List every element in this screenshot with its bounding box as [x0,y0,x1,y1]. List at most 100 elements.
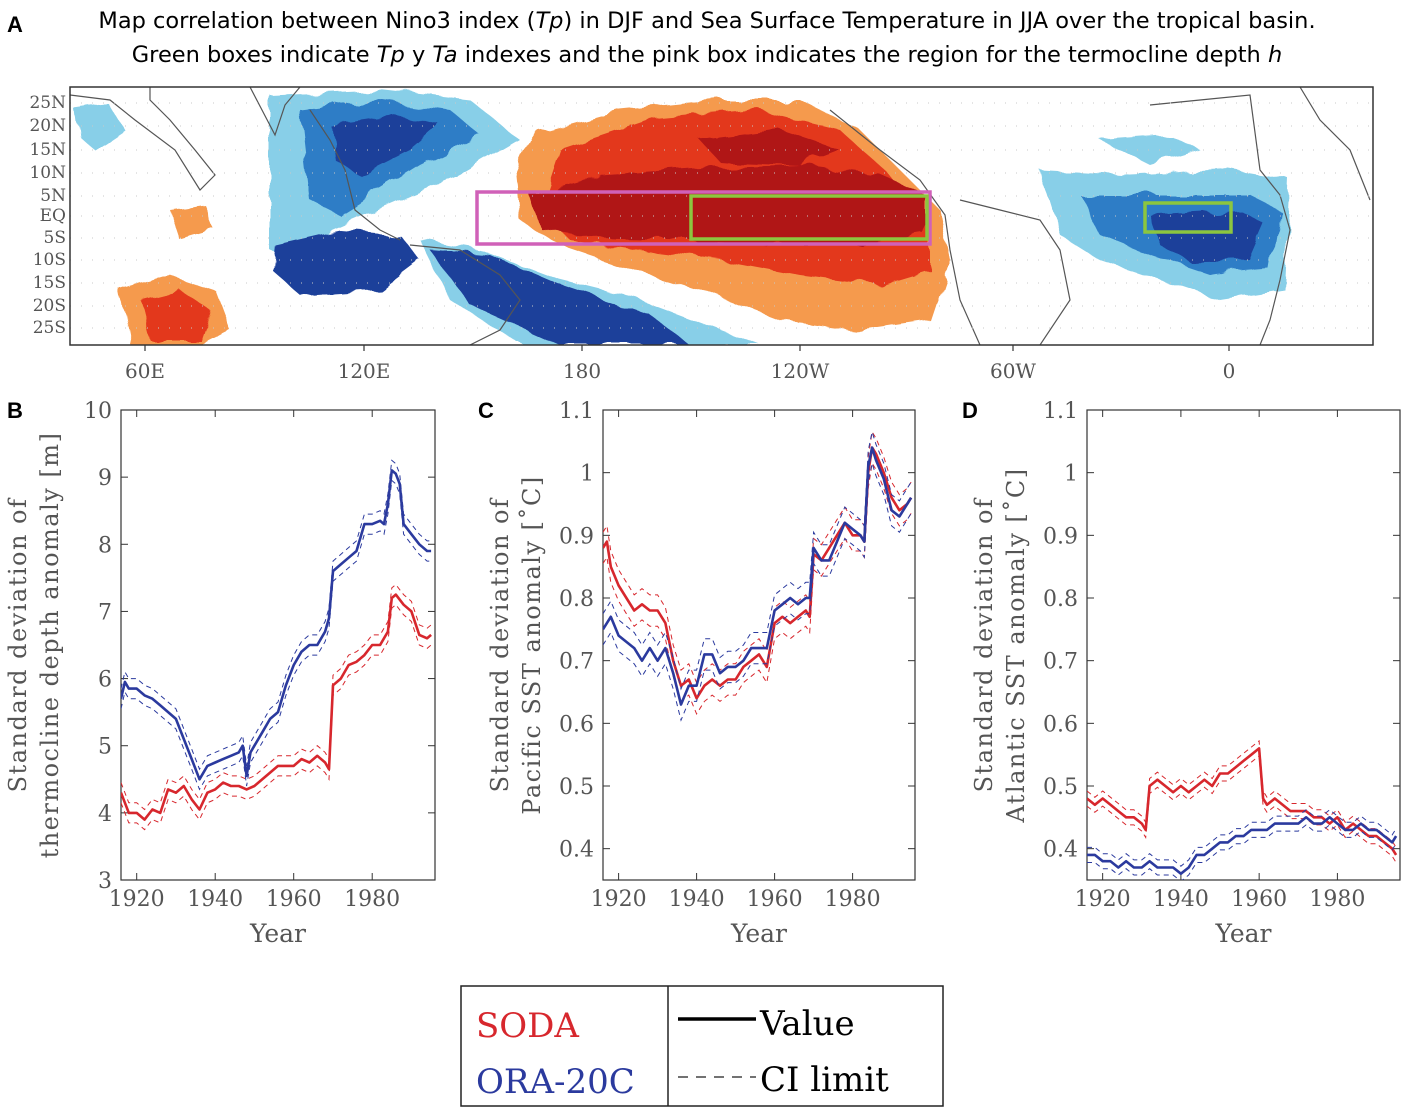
lat-label: 5S [44,228,66,248]
series-group [603,430,913,722]
longitude-labels: 60E 120E 180 120W 60W 0 [125,359,1235,383]
y-axis-label-line-2: Atlantic SST anomaly [˚C] [1002,467,1030,823]
lon-label: 60W [990,359,1036,383]
panel-letter-c: C [478,398,494,423]
y-tick-label: 0.9 [559,524,594,549]
outline-africa-east [70,87,216,191]
lat-label: 25S [33,318,66,338]
y-tick-label: 0.8 [1043,587,1078,612]
y-axis-label-line-2: Pacific SST anomaly [˚C] [518,475,546,814]
x-tick-label: 1960 [1231,887,1287,912]
ci-lower-soda [121,603,432,831]
map-region-orange-3 [170,205,215,240]
pink-thermocline-box [475,190,932,246]
map-title-line-2: Green boxes indicate Tp y Ta indexes and… [131,42,1283,68]
y-tick-label: 4 [98,802,112,827]
lat-label: 15S [33,273,66,293]
y-tick-label: 0.9 [1043,524,1078,549]
x-tick-label: 1920 [591,887,647,912]
outline-australia [409,244,521,345]
map-region-light-blue-4 [75,105,125,150]
series-line-ora [603,446,913,706]
map-region-light-blue-5 [1100,135,1200,165]
map-region-dark-red-2 [700,130,840,165]
green-tp-box [689,194,929,241]
lat-label: 25N [29,93,66,113]
x-tick-label: 1920 [109,887,165,912]
outline-se-asia [309,109,401,241]
map-frame [69,86,1374,346]
y-tick-label: 1.1 [1043,399,1078,424]
legend-ci-label: CI limit [760,1060,889,1100]
outline-south-america-east [959,199,1071,345]
series-line-ora [1087,815,1398,876]
outline-africa-west [1149,94,1291,345]
y-tick-label: 0.4 [559,838,594,863]
x-axis-label: Year [249,919,306,948]
green-ta-box [1143,201,1233,234]
series-group [1087,739,1398,880]
latitude-labels: 25N 20N 15N 10N 5N EQ 5S 10S 15S 20S 25S [29,93,66,338]
ci-lower-soda [1087,754,1397,863]
x-axis-label: Year [730,919,787,948]
y-tick-label: 0.7 [1043,650,1078,675]
ci-upper-soda [1087,739,1397,848]
plot-frame [120,409,436,881]
lat-label: 20S [33,296,66,316]
legend-box [460,985,944,1107]
legend-value-label: Value [759,1004,855,1044]
x-tick-label: 1940 [1153,887,1209,912]
y-axis-label-line-1: Standard deviation of [970,497,998,792]
x-tick-label: 1980 [825,887,881,912]
y-tick-label: 1 [580,462,594,487]
lon-label: 180 [563,359,601,383]
x-tick-label: 1960 [266,887,322,912]
y-axis-label-line-1: Standard deviation of [4,497,32,792]
map-region-dark-red [530,165,925,245]
series-line-ora [121,469,432,781]
y-tick-label: 0.8 [559,587,594,612]
outline-americas-west [829,109,981,345]
y-axis-label-line-2: thermocline depth anomaly [m] [36,432,64,859]
y-tick-label: 0.4 [1043,838,1078,863]
correlation-map: 25N 20N 15N 10N 5N EQ 5S 10S 15S 20S 25S… [29,86,1374,383]
lat-label: 10S [33,250,66,270]
panel-letter-b: B [7,398,23,423]
lat-label: EQ [40,206,66,226]
y-tick-label: 3 [98,869,112,894]
plot-frame [1086,409,1401,881]
map-title-line-1: Map correlation between Nino3 index (Tp)… [98,8,1316,34]
lat-label: 15N [29,140,66,160]
outline-africa-horn [1299,87,1371,201]
panel-letter-d: D [962,398,978,423]
ci-upper-ora [1087,809,1397,867]
y-tick-label: 0.5 [1043,775,1078,800]
x-axis-label: Year [1215,919,1272,948]
x-tick-label: 1980 [1309,887,1365,912]
chart-b-thermocline: 3 4 5 6 7 8 9 10 1920 1940 1960 1980 Year Standard de… [4,399,436,948]
y-tick-label: 7 [98,600,112,625]
y-tick-label: 9 [98,466,112,491]
x-tick-label: 1920 [1075,887,1131,912]
x-tick-label: 1980 [344,887,400,912]
plot-frame [602,409,916,881]
y-tick-label: 10 [84,399,112,424]
map-region-dark-blue [330,115,440,175]
legend-soda-label: SODA [476,1006,579,1046]
map-region-dark-blue-3 [430,250,690,345]
y-tick-label: 8 [98,533,112,558]
map-region-dark-blue-2 [272,230,420,295]
lat-label: 5N [40,186,66,206]
chart-c-pacific-sst: 0.4 0.5 0.6 0.7 0.8 0.9 1 1.1 1920 1940 1960 1980 Ye… [486,399,916,948]
longitude-ticks [144,345,1230,351]
x-tick-label: 1960 [747,887,803,912]
outline-india [249,87,301,137]
ci-lower-ora [1087,824,1397,880]
series-line-soda [121,593,432,821]
panel-letter-a: A [7,12,23,37]
lat-label: 20N [29,116,66,136]
x-tick-label: 1940 [669,887,725,912]
y-tick-label: 0.6 [1043,712,1078,737]
lon-label: 60E [125,359,165,383]
legend: SODA ORA-20C Value CI limit [460,985,944,1107]
